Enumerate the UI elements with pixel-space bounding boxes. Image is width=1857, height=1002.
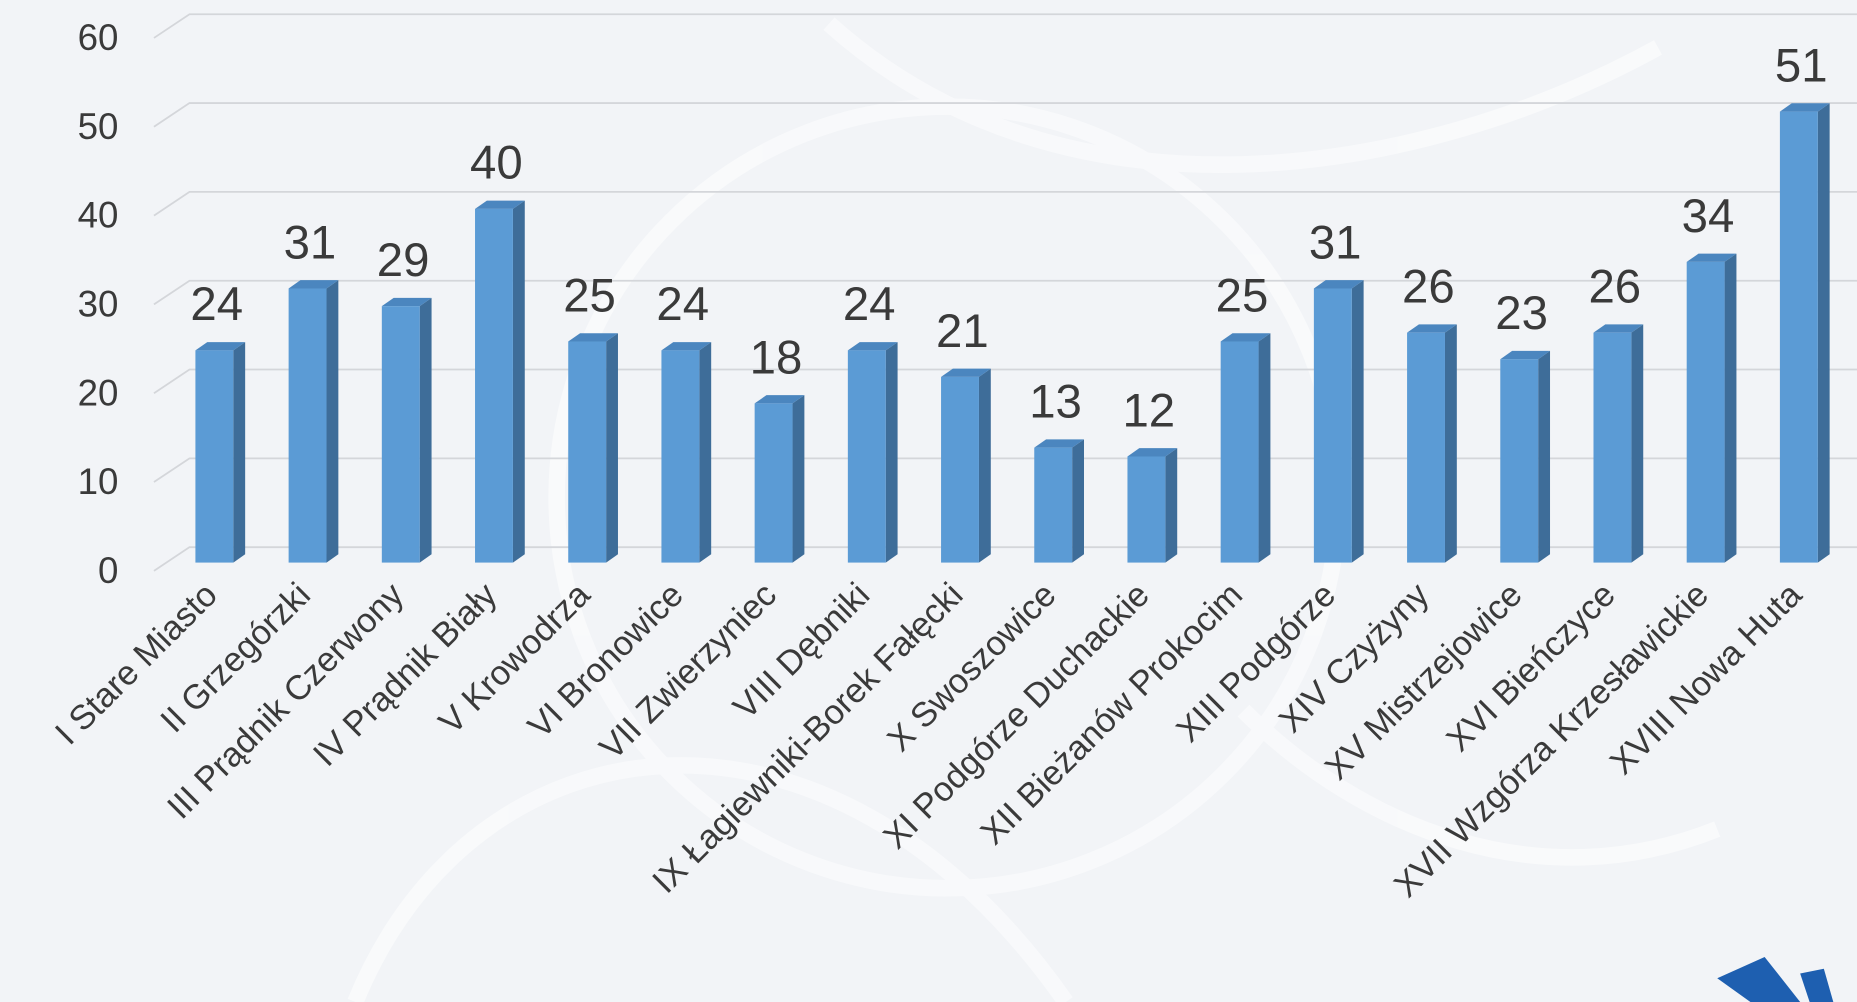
bar-side (606, 333, 618, 563)
bar-side (512, 200, 525, 563)
value-label: 24 (656, 278, 709, 331)
bar (381, 306, 420, 563)
bar (568, 341, 607, 563)
bar-top (1313, 280, 1364, 289)
value-label: 26 (1588, 261, 1641, 314)
bar (847, 350, 886, 563)
bar-side (699, 342, 712, 563)
bar-side (1444, 324, 1457, 563)
bar (661, 350, 700, 563)
bar (288, 288, 327, 563)
bar-side (1165, 448, 1178, 563)
bar-top (1034, 439, 1084, 448)
value-label: 21 (936, 305, 989, 358)
grid-line (153, 546, 1857, 572)
bar-top (661, 342, 712, 351)
logo (1800, 968, 1834, 1002)
grid-line (153, 279, 1857, 306)
bar-top (1500, 350, 1551, 360)
bar-side (1724, 253, 1737, 563)
logo (1717, 956, 1801, 1002)
value-label: 31 (1309, 216, 1362, 269)
value-label: 31 (284, 216, 337, 269)
bar-side (1538, 350, 1551, 563)
bar-top (847, 342, 898, 351)
bar-side (1351, 280, 1364, 563)
bar-side (978, 368, 991, 563)
bar-side (1072, 439, 1084, 563)
bar-side (233, 342, 246, 563)
bar-top (288, 280, 339, 289)
bar-top (1220, 333, 1271, 342)
y-tick-label: 40 (78, 195, 119, 236)
bar (475, 208, 513, 563)
bar (1593, 332, 1632, 563)
bar-side (792, 395, 805, 563)
value-label: 51 (1775, 39, 1828, 92)
grid-line (153, 191, 1857, 217)
grid-line (153, 368, 1857, 394)
value-label: 24 (190, 278, 243, 331)
bar (1220, 341, 1259, 563)
bar (941, 376, 979, 563)
bar (1500, 359, 1539, 563)
bar-side (1631, 324, 1644, 563)
y-tick-label: 60 (78, 17, 119, 58)
y-tick-label: 50 (78, 106, 119, 147)
bar (754, 403, 793, 563)
value-label: 24 (843, 278, 896, 331)
bar-top (1779, 103, 1830, 112)
bar (1034, 447, 1073, 563)
bar (1779, 111, 1818, 563)
bar-top (1127, 448, 1178, 457)
y-tick-label: 0 (98, 550, 118, 591)
bar (1127, 456, 1166, 563)
value-label: 26 (1402, 261, 1455, 314)
value-label: 23 (1495, 287, 1548, 340)
value-label: 18 (750, 331, 803, 384)
value-label: 25 (563, 269, 616, 322)
bar (1686, 261, 1725, 563)
value-label: 13 (1029, 376, 1082, 429)
bar-top (1686, 253, 1737, 262)
value-label: 25 (1216, 269, 1269, 322)
bar-side (885, 342, 898, 563)
grid-line (153, 102, 1857, 128)
bar-top (941, 368, 991, 377)
bar-top (475, 200, 525, 209)
value-label: 40 (470, 137, 523, 190)
value-label: 34 (1682, 190, 1735, 243)
bar-top (568, 333, 618, 342)
bar-side (326, 280, 339, 563)
y-tick-label: 10 (78, 461, 119, 502)
bar-top (381, 297, 432, 307)
bar-side (419, 297, 432, 563)
y-tick-label: 20 (78, 372, 119, 413)
y-tick-label: 30 (78, 283, 119, 324)
value-label: 12 (1122, 384, 1175, 437)
bar (195, 350, 234, 563)
bar-top (1593, 324, 1644, 333)
bar-top (1407, 324, 1457, 333)
bar-top (195, 342, 246, 351)
grid-line (153, 457, 1857, 483)
bar-side (1258, 333, 1271, 563)
bar-side (1817, 103, 1830, 563)
grid-line (153, 13, 1857, 39)
bar-top (754, 395, 805, 404)
bar (1407, 332, 1445, 563)
bar (1313, 288, 1352, 563)
value-label: 29 (377, 234, 430, 287)
